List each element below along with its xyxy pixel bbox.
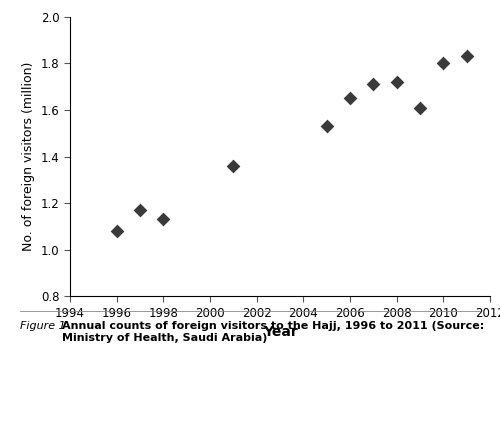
X-axis label: Year: Year xyxy=(262,325,298,339)
Point xyxy=(392,79,400,85)
Text: Figure 1: Figure 1 xyxy=(20,321,69,332)
Point xyxy=(440,60,448,67)
Point xyxy=(370,81,378,88)
Point xyxy=(322,123,330,130)
Point xyxy=(346,95,354,102)
Point xyxy=(416,104,424,111)
Text: Annual counts of foreign visitors to the Hajj, 1996 to 2011 (Source:
Ministry of: Annual counts of foreign visitors to the… xyxy=(62,321,484,343)
Point xyxy=(160,216,168,223)
Y-axis label: No. of foreign visitors (million): No. of foreign visitors (million) xyxy=(22,62,36,251)
Point xyxy=(136,207,144,214)
Point xyxy=(230,162,237,169)
Point xyxy=(462,53,470,60)
Point xyxy=(112,228,120,234)
